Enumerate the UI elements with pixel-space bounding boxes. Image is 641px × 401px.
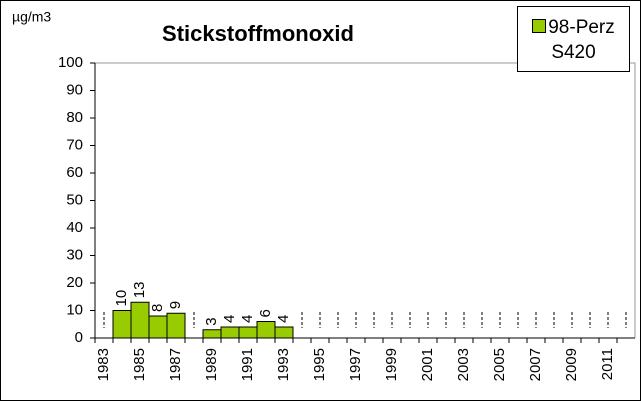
y-tick-label: 10 xyxy=(66,301,83,318)
x-tick-label: 1997 xyxy=(347,348,364,381)
data-label: 10 xyxy=(113,290,130,307)
y-tick-label: 0 xyxy=(75,329,83,346)
y-tick-label: 20 xyxy=(66,274,83,291)
y-axis-label: µg/m3 xyxy=(12,9,51,25)
x-tick-label: 1987 xyxy=(167,348,184,381)
bar xyxy=(256,321,276,339)
y-tick-label: 70 xyxy=(66,136,83,153)
bar xyxy=(274,326,294,339)
x-tick-label: 2003 xyxy=(455,348,472,381)
y-tick-label: 100 xyxy=(58,54,83,71)
bar xyxy=(202,329,222,339)
y-tick-label: 50 xyxy=(66,191,83,208)
legend-label: 98-Perz S420 xyxy=(548,17,615,63)
plot-frame xyxy=(95,62,636,338)
x-tick-label: 1995 xyxy=(311,348,328,381)
x-tick-label: 1985 xyxy=(131,348,148,381)
bar xyxy=(130,301,150,339)
data-label: 8 xyxy=(149,304,166,312)
chart-title: Stickstoffmonoxid xyxy=(162,21,354,46)
x-tick-label: 2005 xyxy=(491,348,508,381)
x-tick-label: 1991 xyxy=(239,348,256,381)
legend: 98-Perz S420 xyxy=(517,6,630,72)
data-label: 4 xyxy=(275,315,292,323)
x-tick-label: 1989 xyxy=(203,348,220,381)
y-tick-label: 30 xyxy=(66,246,83,263)
y-tick-label: 80 xyxy=(66,109,83,126)
x-tick-label: 2009 xyxy=(563,348,580,381)
bar xyxy=(220,326,240,339)
data-label: 6 xyxy=(257,309,274,317)
bar xyxy=(238,326,258,339)
x-tick-label: 1999 xyxy=(383,348,400,381)
y-tick-label: 40 xyxy=(66,219,83,236)
x-tick-label: 2001 xyxy=(419,348,436,381)
bar xyxy=(148,315,168,339)
legend-swatch xyxy=(532,19,547,33)
x-tick-label: 1983 xyxy=(95,348,112,381)
y-tick-label: 60 xyxy=(66,164,83,181)
bar xyxy=(112,310,132,339)
x-tick-label: 1993 xyxy=(275,348,292,381)
data-label: 9 xyxy=(167,301,184,309)
data-label: 4 xyxy=(239,315,256,323)
bar xyxy=(166,312,186,339)
x-tick-label: 2011 xyxy=(599,348,616,380)
y-tick-label: 90 xyxy=(66,81,83,98)
data-label: 13 xyxy=(131,282,148,299)
data-label: 4 xyxy=(221,315,238,323)
x-tick-label: 2007 xyxy=(527,348,544,381)
data-label: 3 xyxy=(203,317,220,325)
